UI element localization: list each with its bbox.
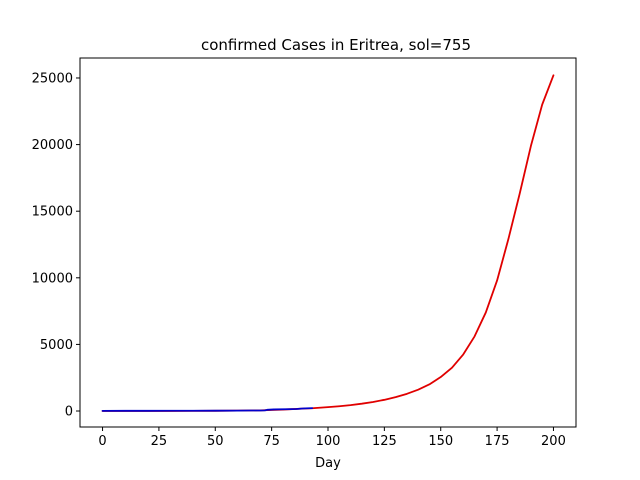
x-tick-label: 25 <box>151 434 168 449</box>
y-tick-label: 10000 <box>32 271 73 286</box>
x-tick-label: 175 <box>485 434 510 449</box>
x-tick-label: 75 <box>263 434 280 449</box>
axes-frame <box>79 57 577 428</box>
series-line-0 <box>101 74 555 412</box>
y-tick-label: 15000 <box>32 205 73 220</box>
y-tick-label: 5000 <box>40 338 73 353</box>
x-tick-label: 100 <box>316 434 341 449</box>
x-tick-label: 0 <box>98 434 106 449</box>
chart-title: confirmed Cases in Eritrea, sol=755 <box>201 36 471 54</box>
x-tick-label: 200 <box>541 434 566 449</box>
y-tick-label: 20000 <box>32 138 73 153</box>
x-tick-label: 50 <box>207 434 224 449</box>
x-axis: 0 25 50 75 100 125 150 175 200 <box>98 427 566 449</box>
y-tick-label: 25000 <box>32 71 73 86</box>
x-tick-label: 125 <box>372 434 397 449</box>
y-tick-label: 0 <box>65 405 73 420</box>
y-axis: 0 5000 10000 15000 20000 25000 <box>32 71 80 420</box>
plot-area <box>101 74 555 412</box>
series-line-1 <box>101 407 314 412</box>
x-axis-label: Day <box>315 456 341 471</box>
x-tick-label: 150 <box>428 434 453 449</box>
